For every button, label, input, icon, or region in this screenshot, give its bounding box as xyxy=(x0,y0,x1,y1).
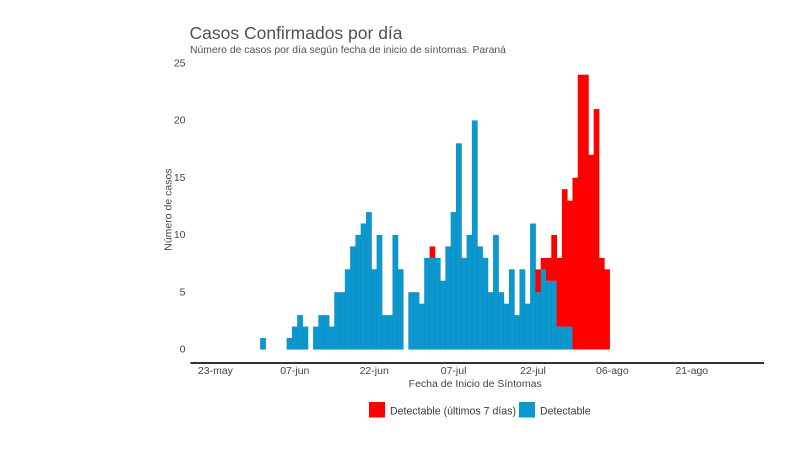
svg-text:07-jul: 07-jul xyxy=(441,365,467,377)
svg-text:5: 5 xyxy=(180,286,186,298)
svg-text:22-jul: 22-jul xyxy=(520,365,546,377)
svg-text:Fecha de Inicio de Síntomas: Fecha de Inicio de Síntomas xyxy=(409,378,542,390)
svg-text:10: 10 xyxy=(174,229,186,241)
svg-text:Detectable: Detectable xyxy=(540,405,591,417)
svg-text:25: 25 xyxy=(174,58,186,70)
svg-text:Número de casos por día según: Número de casos por día según fecha de i… xyxy=(190,45,506,56)
svg-text:0: 0 xyxy=(180,344,186,356)
svg-text:06-ago: 06-ago xyxy=(596,365,629,377)
svg-text:Número de casos: Número de casos xyxy=(162,168,174,250)
svg-text:07-jun: 07-jun xyxy=(280,365,309,377)
svg-text:21-ago: 21-ago xyxy=(675,365,708,377)
svg-text:20: 20 xyxy=(174,115,186,127)
svg-text:15: 15 xyxy=(174,172,186,184)
svg-text:Casos Confirmados por día: Casos Confirmados por día xyxy=(190,23,403,43)
svg-text:Detectable (últimos 7 días): Detectable (últimos 7 días) xyxy=(390,405,516,417)
svg-text:22-jun: 22-jun xyxy=(360,365,389,377)
svg-text:23-may: 23-may xyxy=(198,365,234,377)
